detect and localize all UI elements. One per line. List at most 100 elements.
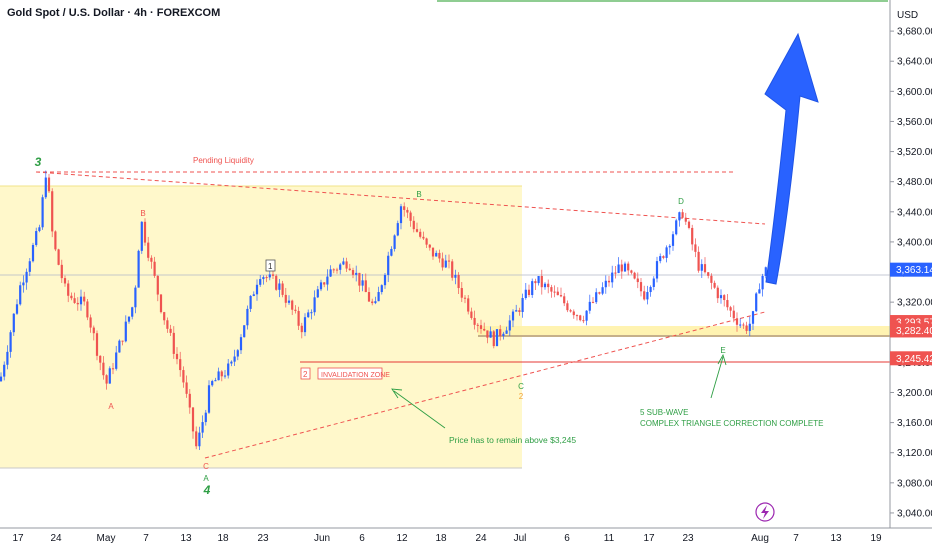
triangle-lower-line (204, 311, 766, 459)
candle-body (339, 264, 342, 270)
candle-body (310, 312, 313, 314)
candle-body (390, 248, 393, 256)
candle-body (57, 249, 60, 265)
y-tick-label: 3,320.00 (897, 298, 932, 309)
candle-body (598, 292, 601, 294)
candle-body (271, 274, 275, 276)
x-tick-label: Jun (314, 533, 330, 544)
candle-body (713, 282, 716, 288)
price-tags: 3,363.14 3,293.573,282.40 3,245.42 (890, 262, 932, 366)
candle-body (246, 308, 249, 326)
x-tick-label: 18 (217, 533, 229, 544)
candle-body (147, 242, 150, 258)
yellow-pattern-zone (0, 186, 522, 468)
candle-body (63, 278, 67, 284)
candle-body (131, 307, 134, 317)
candle-body (92, 327, 95, 334)
candle-body (371, 301, 374, 304)
candle-body (367, 292, 371, 302)
invalidation-zone-frame (317, 367, 383, 380)
candle-body (38, 227, 41, 232)
candle-body (729, 307, 732, 311)
candle-body (175, 353, 179, 360)
candle-body (217, 371, 220, 381)
candle-body (655, 261, 659, 279)
y-tick-label: 3,040.00 (897, 508, 932, 519)
candle-body (649, 286, 652, 293)
lightning-icon[interactable] (755, 502, 775, 522)
candle-body (393, 235, 396, 249)
candle-body (627, 263, 630, 271)
candle-body (265, 277, 268, 279)
candle-body (556, 291, 559, 296)
candle-body (643, 291, 646, 300)
candle-body (614, 272, 617, 274)
candle-body (115, 352, 118, 369)
candle-body (44, 177, 47, 198)
candle-body (492, 331, 495, 347)
price-note-label: Price has to remain above $3,245 (449, 435, 576, 445)
candle-body (188, 393, 191, 408)
candle-body (579, 315, 582, 321)
candle-body (633, 272, 636, 279)
y-tick-label: 3,520.00 (897, 147, 932, 158)
pending-liquidity-label: Pending Liquidity (193, 156, 254, 165)
candle-body (550, 287, 553, 292)
x-tick-label: 6 (564, 533, 570, 544)
wave-label: C (203, 462, 209, 471)
candle-body (454, 274, 457, 278)
candle-body (383, 274, 387, 286)
candle-body (668, 245, 671, 248)
candle-body (588, 301, 591, 311)
candle-body (255, 284, 259, 295)
candle-body (441, 258, 444, 268)
candle-body (76, 302, 79, 305)
candle-body (534, 281, 537, 284)
candle-body (531, 281, 534, 296)
candle-body (313, 297, 316, 313)
candle-body (284, 294, 287, 303)
candle-body (694, 244, 697, 252)
x-tick-label: Jul (514, 533, 527, 544)
candle-body (639, 282, 643, 292)
candle-body (233, 356, 236, 362)
candle-body (287, 300, 291, 303)
x-tick-label: 13 (830, 533, 842, 544)
candle-body (409, 212, 412, 221)
candle-body (99, 355, 102, 363)
time-axis[interactable]: 17 24 May 7 13 18 23 Jun 6 12 18 24 Jul 6 11 17 23 Aug 7 13… (12, 533, 882, 544)
candle-body (47, 177, 51, 192)
candle-body (527, 289, 531, 296)
candle-body (473, 317, 476, 325)
candle-body (572, 311, 575, 316)
y-tick-label: 3,400.00 (897, 237, 932, 248)
y-tick-label: 3,120.00 (897, 448, 932, 459)
candle-body (182, 370, 185, 383)
candle-body (716, 287, 719, 299)
price-tag-label: 3,363.14 (896, 265, 932, 276)
x-tick-label: 24 (50, 533, 62, 544)
candle-body (143, 221, 147, 243)
candle-body (262, 277, 265, 280)
candle-body (345, 261, 348, 269)
price-tag-label: 3,282.40 (896, 326, 932, 337)
candle-body (563, 296, 566, 304)
x-tick-label: 13 (180, 533, 192, 544)
candle-body (28, 261, 31, 272)
candle-body (457, 274, 460, 289)
candle-body (137, 250, 140, 288)
candle-body (15, 304, 19, 314)
candle-body (41, 197, 44, 228)
y-tick-label: 3,160.00 (897, 418, 932, 429)
candle-body (361, 280, 364, 286)
candle-body (252, 294, 255, 296)
candle-body (665, 247, 668, 258)
candle-body (559, 295, 563, 297)
wave-label: A (108, 402, 114, 411)
x-tick-label: 7 (143, 533, 149, 544)
candle-body (764, 267, 767, 277)
candle-body (678, 212, 681, 221)
candle-body (652, 278, 655, 287)
candle-body (585, 310, 588, 321)
